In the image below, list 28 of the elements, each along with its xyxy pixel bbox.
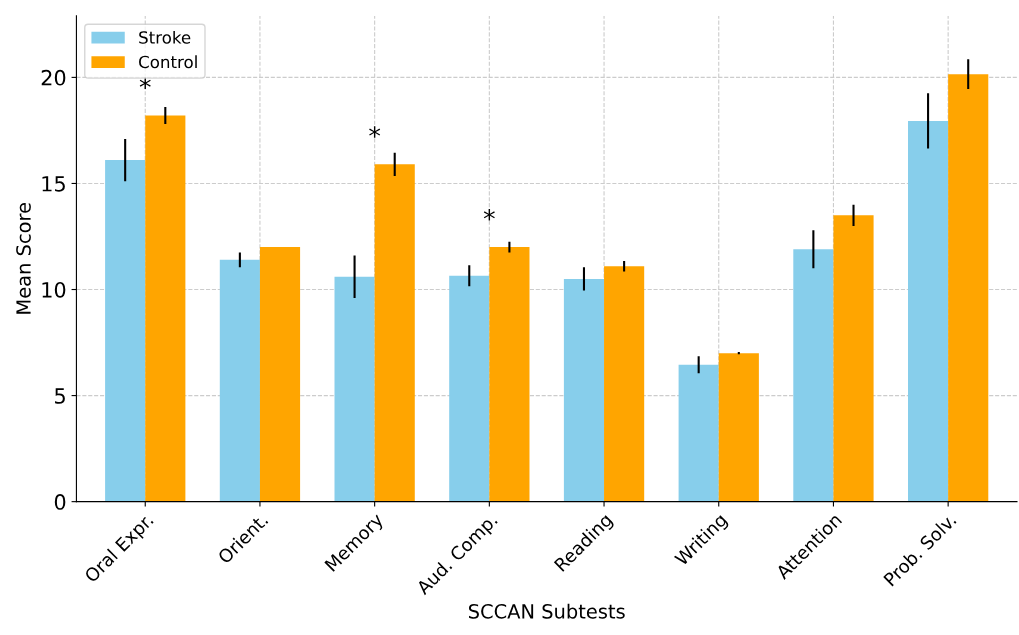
y-tick-label: 15	[42, 176, 65, 192]
legend-label: Stroke	[139, 30, 191, 44]
bar	[449, 275, 490, 502]
bar	[948, 74, 989, 502]
bar	[793, 249, 834, 502]
x-axis-title: SCCAN Subtests	[468, 603, 625, 619]
y-tick-label: 10	[42, 281, 66, 298]
bar	[374, 164, 415, 502]
annotation: *	[483, 209, 495, 221]
bar	[145, 115, 186, 502]
annotation: *	[139, 77, 151, 89]
bar	[718, 353, 759, 502]
bar	[908, 120, 949, 502]
bar	[604, 266, 645, 502]
bar	[334, 276, 375, 502]
bar	[563, 278, 605, 502]
bar	[678, 364, 719, 502]
bar	[105, 160, 146, 502]
y-axis-title: Mean Score	[16, 202, 31, 314]
bar	[833, 215, 874, 502]
y-tick-label: 20	[41, 69, 66, 86]
legend-label: Control	[139, 55, 197, 69]
annotation: *	[369, 126, 381, 138]
y-tick-label: 5	[55, 388, 65, 404]
y-tick-label: 0	[54, 494, 66, 510]
bar	[259, 247, 301, 502]
bar	[489, 247, 530, 502]
bar	[219, 259, 260, 502]
